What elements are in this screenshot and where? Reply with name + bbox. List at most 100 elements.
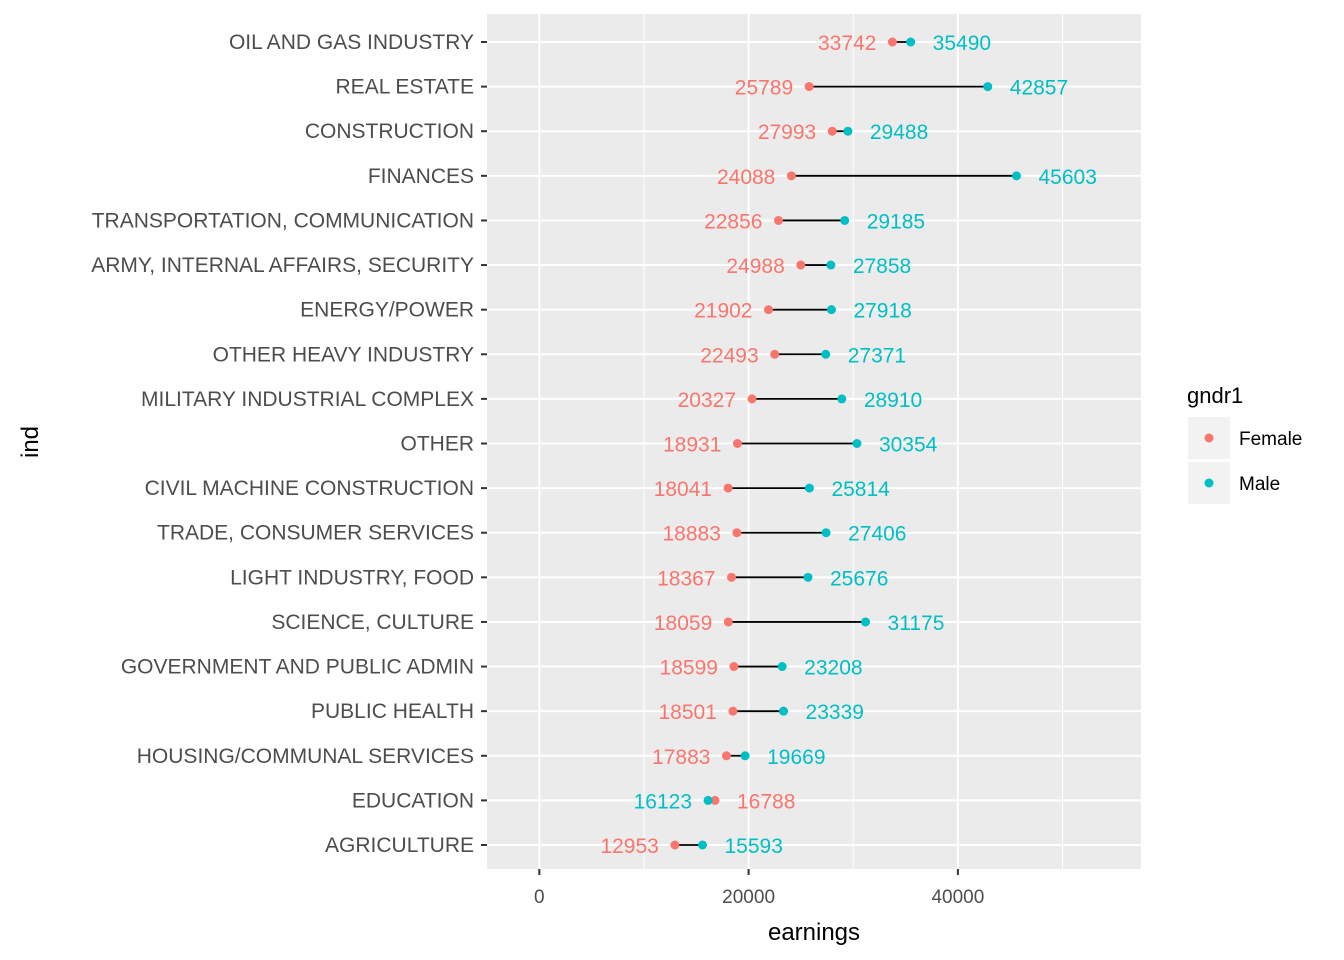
female-value-label: 17883 (652, 746, 710, 769)
category-label: CONSTRUCTION (305, 120, 474, 143)
female-value-label: 22856 (704, 210, 762, 233)
female-value-label: 33742 (818, 32, 876, 55)
legend: gndr1 Female Male (1187, 383, 1302, 504)
female-point (723, 617, 733, 627)
male-value-label: 28910 (864, 389, 922, 412)
category-label: LIGHT INDUSTRY, FOOD (230, 566, 474, 589)
male-point (843, 126, 853, 136)
male-point (740, 751, 750, 761)
x-tick-label: 20000 (722, 887, 775, 908)
category-label: MILITARY INDUSTRIAL COMPLEX (141, 388, 474, 411)
y-axis-title: ind (17, 426, 44, 458)
female-value-label: 20327 (678, 389, 736, 412)
male-point (826, 305, 836, 315)
female-value-label: 18599 (660, 657, 718, 680)
legend-label-male: Male (1239, 474, 1280, 495)
male-value-label: 30354 (879, 434, 938, 457)
male-value-label: 27858 (853, 255, 911, 278)
female-point (727, 572, 737, 582)
male-point (840, 215, 850, 225)
male-point (837, 394, 847, 404)
legend-title: gndr1 (1187, 383, 1243, 408)
category-label: HOUSING/COMMUNAL SERVICES (137, 745, 474, 768)
male-point (861, 617, 871, 627)
category-label: OTHER HEAVY INDUSTRY (213, 343, 474, 366)
male-value-label: 27918 (853, 300, 911, 323)
female-point (804, 82, 814, 92)
male-point (803, 572, 813, 582)
male-value-label: 15593 (724, 835, 782, 858)
male-value-label: 29488 (870, 121, 928, 144)
male-value-label: 27406 (848, 523, 906, 546)
category-label: FINANCES (368, 165, 474, 188)
female-point (773, 215, 783, 225)
category-label: TRANSPORTATION, COMMUNICATION (92, 209, 474, 232)
category-label: AGRICULTURE (325, 834, 474, 857)
male-value-label: 35490 (933, 32, 991, 55)
male-value-label: 25814 (831, 478, 890, 501)
category-label: PUBLIC HEALTH (311, 700, 474, 723)
legend-male-point (1204, 478, 1214, 488)
x-axis: 0 20000 40000 (534, 869, 984, 908)
male-value-label: 42857 (1010, 77, 1068, 100)
female-value-label: 18501 (659, 701, 717, 724)
female-point (827, 126, 837, 136)
x-tick-label: 40000 (931, 887, 984, 908)
male-point (852, 439, 862, 448)
male-point (1012, 171, 1022, 181)
male-point (779, 706, 789, 716)
legend-female-point (1204, 433, 1214, 443)
female-point (710, 795, 720, 805)
female-value-label: 18931 (663, 434, 721, 457)
y-axis: OIL AND GAS INDUSTRY REAL ESTATE CONSTRUCT… (91, 31, 487, 857)
female-value-label: 18883 (663, 523, 721, 546)
category-label: TRADE, CONSUMER SERVICES (157, 522, 474, 545)
female-point (732, 528, 742, 538)
male-point (697, 840, 707, 850)
x-tick-label: 0 (534, 887, 545, 908)
female-point (770, 349, 780, 359)
category-label: ENERGY/POWER (300, 299, 474, 322)
male-value-label: 16123 (634, 790, 692, 813)
male-point (804, 483, 814, 493)
female-value-label: 12953 (600, 835, 658, 858)
male-point (703, 795, 713, 805)
category-label: EDUCATION (352, 789, 474, 812)
male-value-label: 19669 (767, 746, 825, 769)
male-value-label: 25676 (830, 567, 888, 590)
female-value-label: 22493 (700, 344, 758, 367)
female-point (728, 706, 738, 716)
male-value-label: 45603 (1039, 166, 1097, 189)
female-point (786, 171, 796, 181)
plot-panel (487, 14, 1141, 869)
female-value-label: 18059 (654, 612, 712, 635)
female-value-label: 16788 (737, 790, 795, 813)
male-point (777, 662, 787, 672)
category-label: SCIENCE, CULTURE (271, 611, 474, 634)
female-point (887, 37, 897, 47)
data-points (670, 37, 1022, 850)
female-value-label: 24088 (717, 166, 775, 189)
male-value-label: 23339 (806, 701, 864, 724)
legend-label-female: Female (1239, 429, 1302, 450)
male-point (821, 349, 831, 359)
category-label: ARMY, INTERNAL AFFAIRS, SECURITY (91, 254, 474, 277)
female-point (729, 662, 739, 672)
category-label: OTHER (401, 433, 475, 456)
female-point (764, 305, 774, 315)
male-value-label: 23208 (804, 657, 862, 680)
male-point (826, 260, 836, 270)
female-point (670, 840, 680, 850)
male-value-label: 29185 (867, 210, 925, 233)
category-label: OIL AND GAS INDUSTRY (229, 31, 474, 54)
female-value-label: 21902 (694, 300, 752, 323)
female-point (723, 483, 733, 493)
category-label: REAL ESTATE (336, 76, 474, 99)
female-value-label: 27993 (758, 121, 816, 144)
male-point (821, 528, 831, 538)
female-value-label: 18367 (657, 567, 715, 590)
female-point (747, 394, 757, 404)
male-value-label: 31175 (888, 612, 945, 635)
female-value-label: 18041 (654, 478, 712, 501)
